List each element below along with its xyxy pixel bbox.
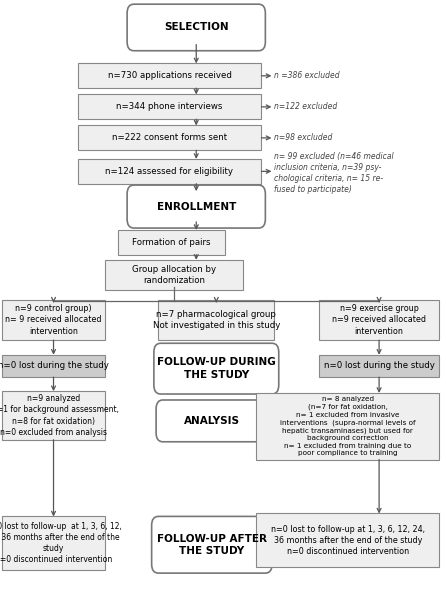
FancyBboxPatch shape <box>2 300 105 340</box>
FancyBboxPatch shape <box>156 400 268 442</box>
FancyBboxPatch shape <box>2 391 105 440</box>
Text: SELECTION: SELECTION <box>164 23 228 32</box>
Text: n=344 phone interviews: n=344 phone interviews <box>116 102 223 112</box>
Text: n=0 lost during the study: n=0 lost during the study <box>324 361 434 371</box>
FancyBboxPatch shape <box>118 230 225 255</box>
Text: n =386 excluded: n =386 excluded <box>274 71 340 81</box>
FancyBboxPatch shape <box>78 63 261 88</box>
FancyBboxPatch shape <box>78 125 261 150</box>
FancyBboxPatch shape <box>158 300 274 340</box>
FancyBboxPatch shape <box>78 159 261 184</box>
Text: Formation of pairs: Formation of pairs <box>132 238 211 247</box>
Text: n=122 excluded: n=122 excluded <box>274 102 338 112</box>
Text: n=222 consent forms sent: n=222 consent forms sent <box>112 133 227 143</box>
FancyBboxPatch shape <box>256 393 439 460</box>
Text: ANALYSIS: ANALYSIS <box>184 416 240 426</box>
Text: n=98 excluded: n=98 excluded <box>274 133 333 143</box>
FancyBboxPatch shape <box>319 300 439 340</box>
FancyBboxPatch shape <box>127 185 265 228</box>
FancyBboxPatch shape <box>2 516 105 570</box>
Text: n=9 analyzed
(n=1 for background assessment,
n=8 for fat oxidation)
n=0 excluded: n=9 analyzed (n=1 for background assessm… <box>0 395 119 436</box>
FancyBboxPatch shape <box>152 516 272 573</box>
Text: n=0 lost during the study: n=0 lost during the study <box>0 361 109 371</box>
FancyBboxPatch shape <box>105 260 243 290</box>
Text: n= 99 excluded (n=46 medical
inclusion criteria, n=39 psy-
chological criteria, : n= 99 excluded (n=46 medical inclusion c… <box>274 152 394 194</box>
Text: n=124 assessed for eligibility: n=124 assessed for eligibility <box>106 167 233 176</box>
Text: n=9 control group)
n= 9 received allocated
intervention: n=9 control group) n= 9 received allocat… <box>5 304 102 336</box>
Text: n=9 exercise group
n=9 received allocated
intervention: n=9 exercise group n=9 received allocate… <box>332 304 426 336</box>
Text: n=7 pharmacological group
Not investigated in this study: n=7 pharmacological group Not investigat… <box>153 310 280 330</box>
FancyBboxPatch shape <box>319 355 439 377</box>
FancyBboxPatch shape <box>2 355 105 377</box>
FancyBboxPatch shape <box>256 513 439 567</box>
Text: n=730 applications received: n=730 applications received <box>107 71 231 81</box>
FancyBboxPatch shape <box>154 343 279 394</box>
Text: n= 8 analyzed
(n=7 for fat oxidation,
n= 1 excluded from invasive
interventions : n= 8 analyzed (n=7 for fat oxidation, n=… <box>280 396 416 456</box>
Text: n=0 lost to follow-up  at 1, 3, 6, 12,
24, 36 months after the end of the
study
: n=0 lost to follow-up at 1, 3, 6, 12, 24… <box>0 522 121 564</box>
FancyBboxPatch shape <box>78 94 261 119</box>
Text: Group allocation by
randomization: Group allocation by randomization <box>132 264 216 285</box>
Text: FOLLOW-UP AFTER
THE STUDY: FOLLOW-UP AFTER THE STUDY <box>157 534 267 556</box>
Text: ENROLLMENT: ENROLLMENT <box>157 202 236 211</box>
FancyBboxPatch shape <box>127 4 265 51</box>
Text: n=0 lost to follow-up at 1, 3, 6, 12, 24,
36 months after the end of the study
n: n=0 lost to follow-up at 1, 3, 6, 12, 24… <box>271 525 425 556</box>
Text: FOLLOW-UP DURING
THE STUDY: FOLLOW-UP DURING THE STUDY <box>157 358 276 380</box>
